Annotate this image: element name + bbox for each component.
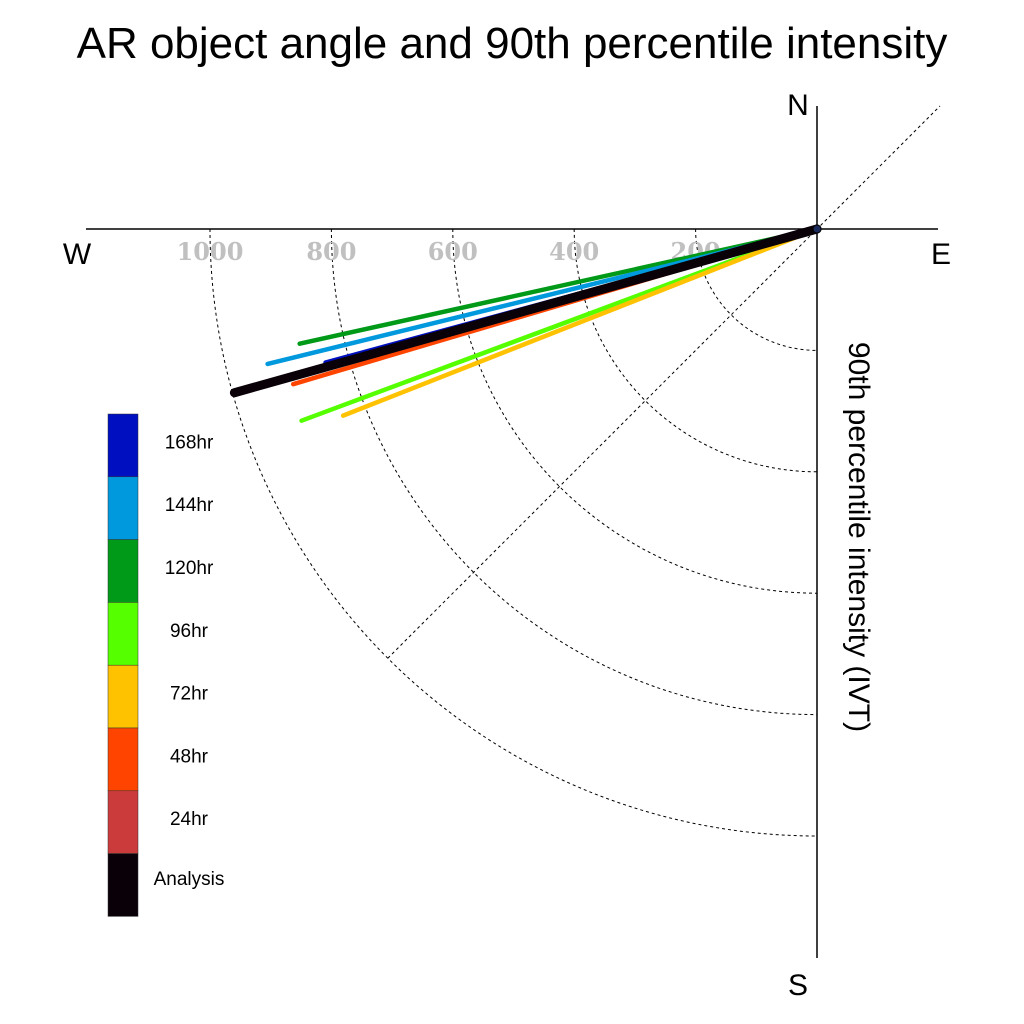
legend-label-144hr: 144hr <box>165 495 214 516</box>
vector-72hr <box>340 226 820 418</box>
legend-label-48hr: 48hr <box>170 746 209 767</box>
vector-analysis <box>229 224 822 398</box>
legend-swatch-72hr <box>107 664 139 729</box>
y-axis-label: 90th percentile intensity (IVT) <box>842 342 875 732</box>
legend-label-24hr: 24hr <box>170 809 209 830</box>
tick-label-1000: 1000 <box>177 237 244 266</box>
compass-north: N <box>787 89 809 122</box>
legend: 168hr 144hr 120hr 96hr 72hr 48hr 24hr Analysis <box>107 413 225 917</box>
legend-label-120hr: 120hr <box>165 558 214 579</box>
legend-label-analysis: Analysis <box>154 869 225 890</box>
legend-swatch-analysis <box>107 853 139 917</box>
polar-grid <box>209 105 941 837</box>
origin-point <box>812 224 822 234</box>
tick-label-800: 800 <box>306 237 356 266</box>
legend-label-168hr: 168hr <box>165 432 214 453</box>
legend-swatch-144hr <box>107 476 139 540</box>
legend-label-96hr: 96hr <box>170 621 209 642</box>
tick-label-400: 400 <box>549 237 599 266</box>
compass-east: E <box>931 238 951 271</box>
legend-swatch-24hr <box>107 790 139 854</box>
grid-arc-600 <box>452 228 818 594</box>
legend-label-72hr: 72hr <box>170 684 209 705</box>
vector-series <box>229 224 822 423</box>
grid-diagonal <box>387 105 941 659</box>
tick-label-600: 600 <box>428 237 478 266</box>
legend-swatch-48hr <box>107 727 139 792</box>
legend-swatch-120hr <box>107 539 139 603</box>
legend-swatch-168hr <box>107 413 139 478</box>
compass-west: W <box>63 238 92 271</box>
compass-south: S <box>788 969 808 1002</box>
chart-title: AR object angle and 90th percentile inte… <box>77 19 948 68</box>
legend-swatch-96hr <box>107 602 139 666</box>
